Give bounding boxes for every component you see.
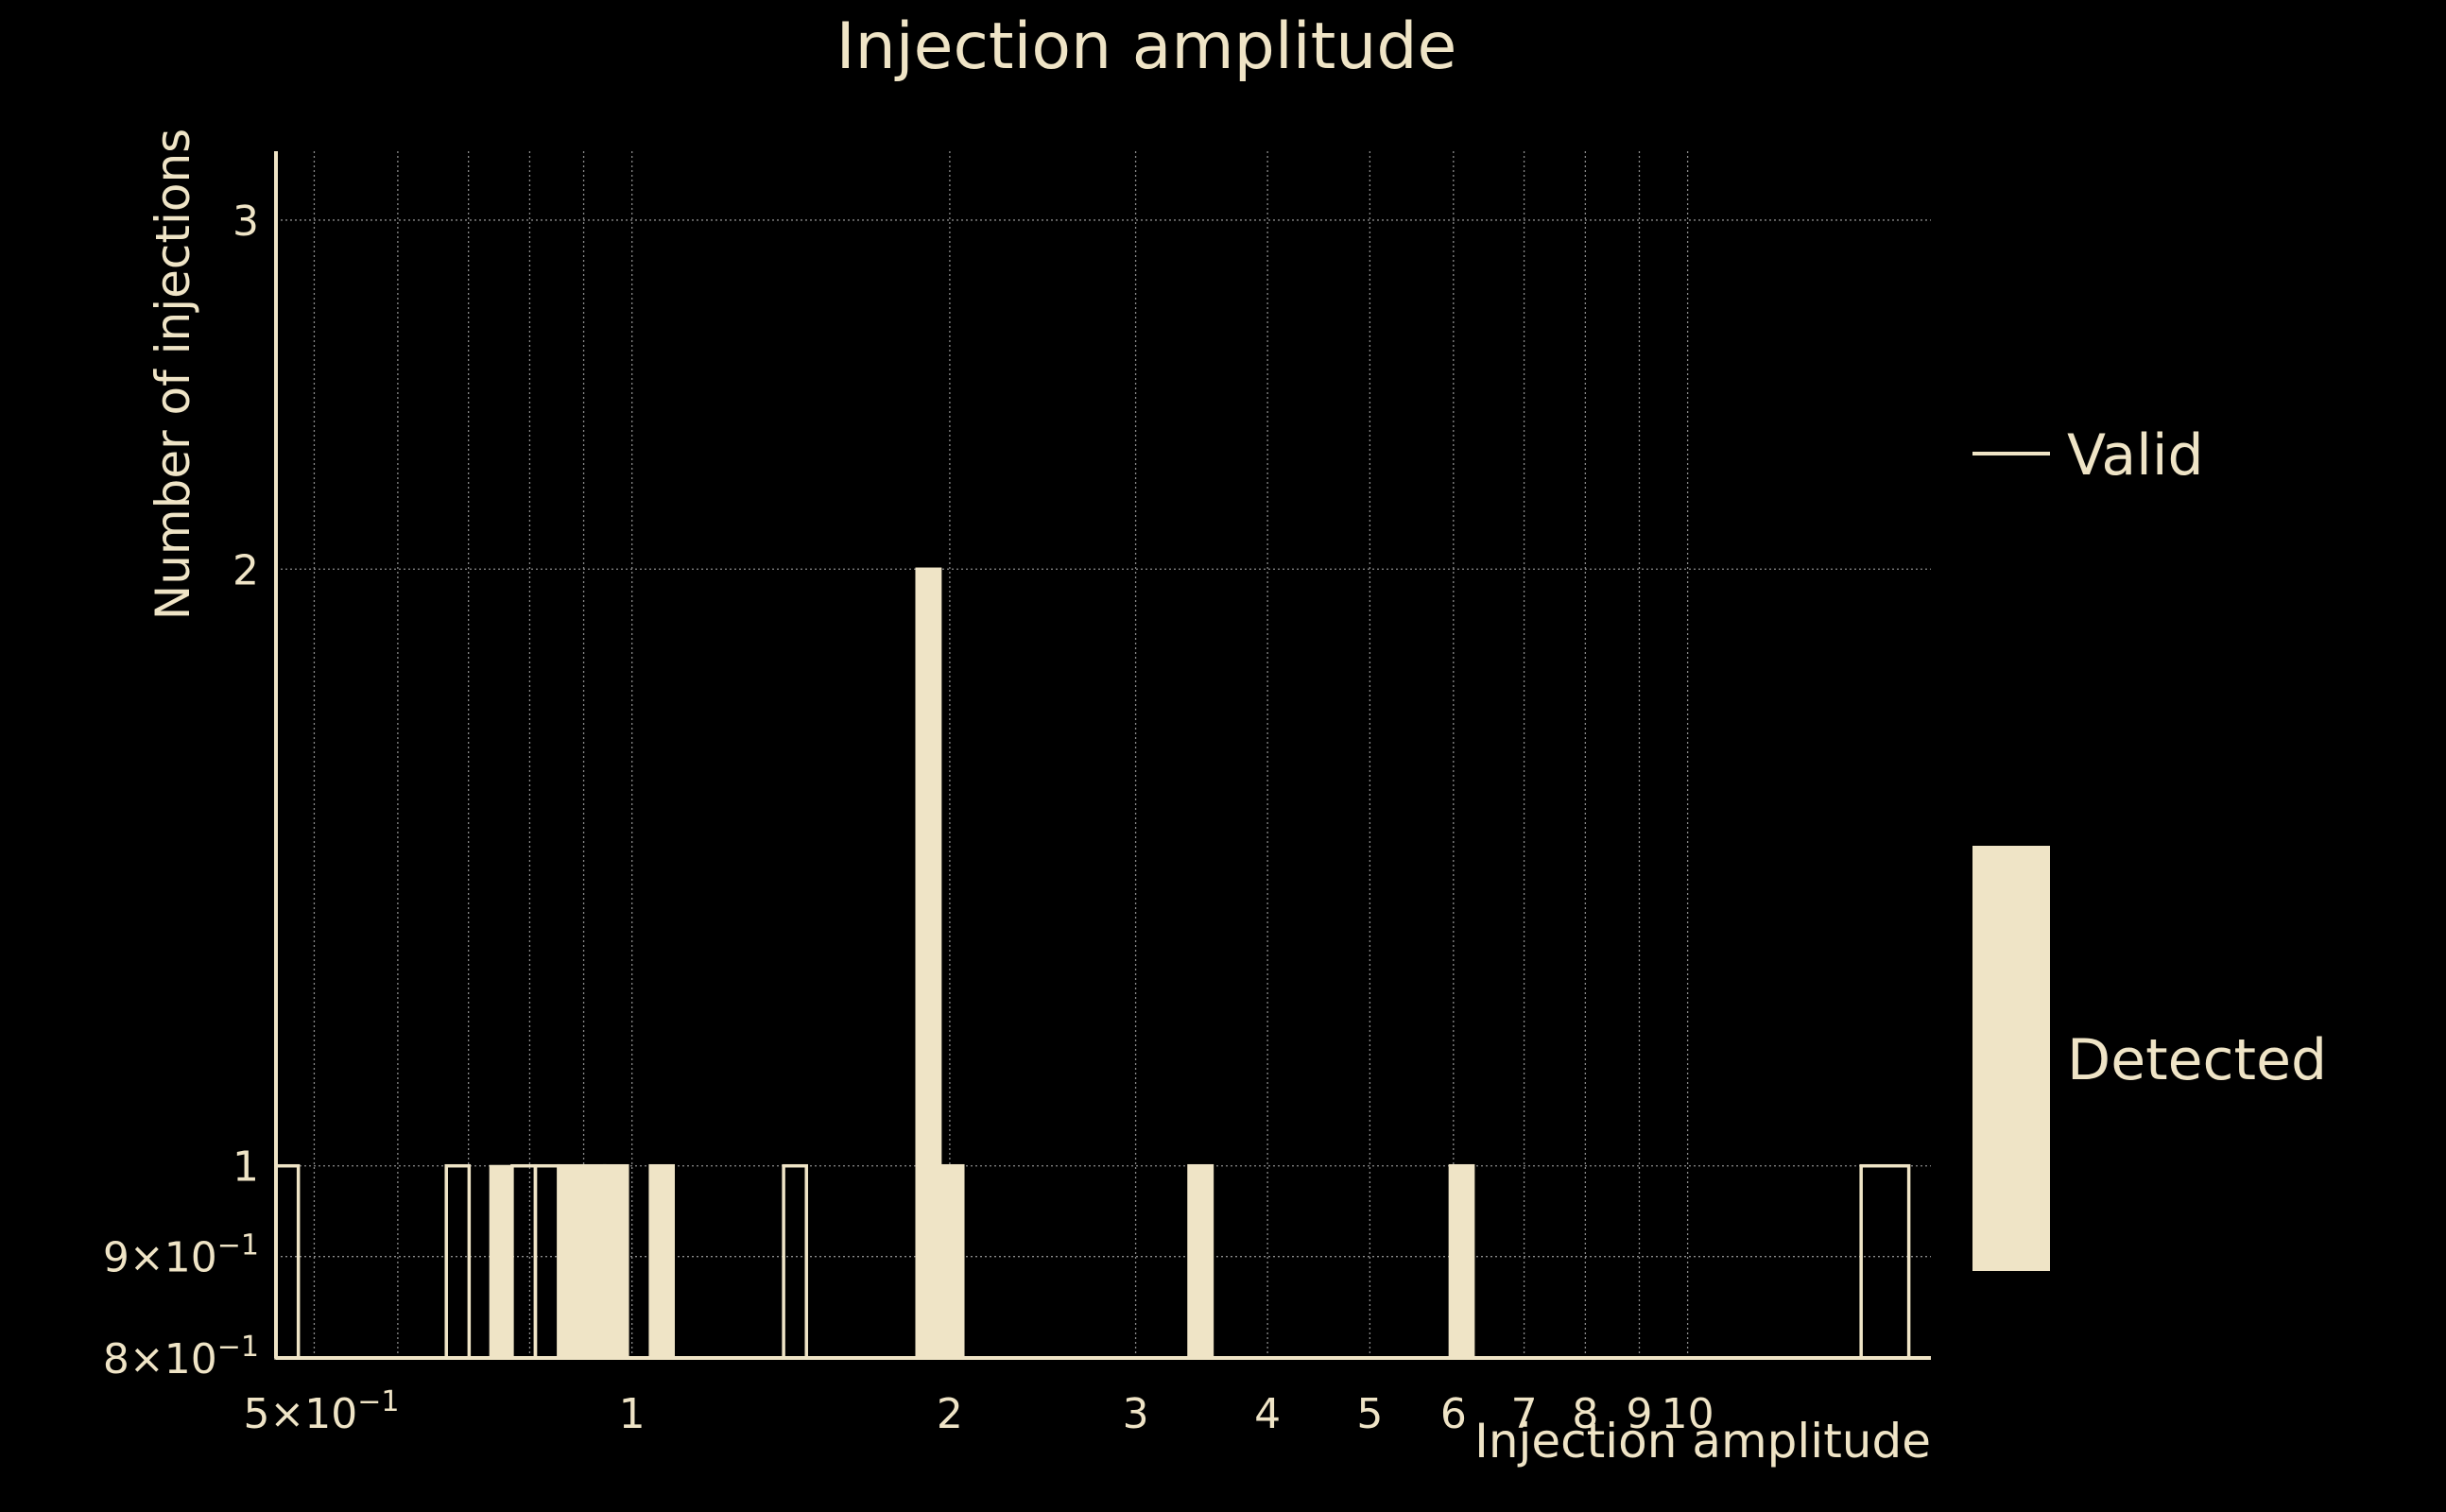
- x-axis-label: Injection amplitude: [1474, 1414, 1931, 1469]
- y-tick-labels: 8×10−1 9×10−1 1 2 3: [103, 198, 259, 1383]
- legend: Valid Detected: [1972, 422, 2327, 1271]
- detected-bar: [1188, 1164, 1214, 1359]
- y-tick-label: 2: [233, 546, 259, 594]
- y-tick-label: 3: [233, 198, 259, 246]
- y-tick-label: 8×10−1: [103, 1331, 259, 1383]
- detected-bar: [603, 1164, 629, 1359]
- x-tick-label: 10: [1662, 1390, 1714, 1438]
- x-tick-label: 2: [937, 1390, 963, 1438]
- axes: [274, 151, 1931, 1360]
- detected-bar: [580, 1164, 606, 1359]
- x-tick-label: 7: [1511, 1390, 1538, 1438]
- legend-detected-label: Detected: [2067, 1027, 2327, 1093]
- chart-title: Injection amplitude: [836, 9, 1457, 84]
- detected-bar: [939, 1164, 964, 1359]
- y-tick-label: 1: [233, 1143, 259, 1192]
- x-tick-labels: 5×10−1 1 2 3 4 5 6 7 8 9 10: [243, 1385, 1714, 1438]
- x-tick-label: 9: [1626, 1390, 1652, 1438]
- x-tick-label: 8: [1572, 1390, 1598, 1438]
- x-tick-label: 5×10−1: [243, 1385, 399, 1438]
- detected-bar: [557, 1164, 583, 1359]
- legend-valid-label: Valid: [2067, 422, 2204, 489]
- x-tick-label: 1: [619, 1390, 646, 1438]
- x-tick-label: 5: [1356, 1390, 1383, 1438]
- detected-bar: [916, 568, 941, 1359]
- y-axis-label: Number of injections: [146, 129, 200, 620]
- detected-bar: [649, 1164, 675, 1359]
- legend-detected-swatch-icon: [1972, 846, 2050, 1271]
- x-tick-label: 4: [1254, 1390, 1281, 1438]
- detected-bar: [1449, 1164, 1474, 1359]
- detected-bar: [489, 1164, 513, 1359]
- x-tick-label: 6: [1440, 1390, 1467, 1438]
- x-tick-label: 3: [1123, 1390, 1149, 1438]
- y-tick-label: 9×10−1: [103, 1229, 259, 1282]
